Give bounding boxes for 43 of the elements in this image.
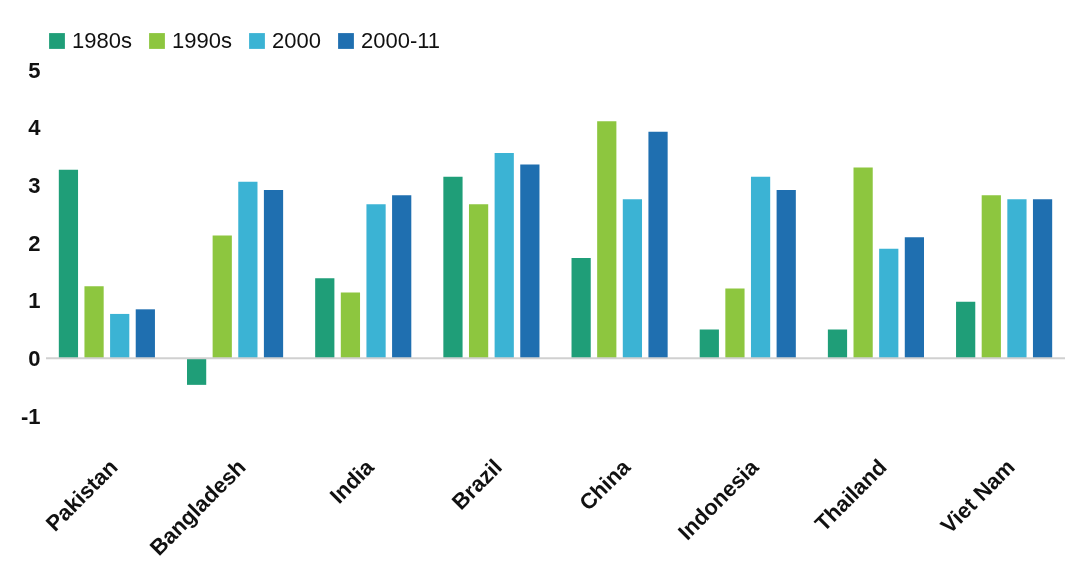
bar [879,248,899,359]
bar [981,195,1001,359]
legend-label: 1980s [72,28,132,53]
bar [366,204,386,359]
bar [750,176,771,359]
bar [186,358,207,385]
bar [648,131,668,359]
legend-label: 1990s [172,28,232,53]
bar [571,257,591,359]
legend-label: 2000 [272,28,321,53]
bar [238,181,258,359]
y-tick-label: 2 [28,230,41,256]
bar [392,195,412,359]
bar [110,313,130,359]
bar [827,329,848,359]
bar [956,301,976,359]
y-tick-label: 4 [28,115,42,141]
bar [520,164,540,359]
bar [725,288,745,359]
bar [853,167,873,359]
y-tick-label: 0 [28,345,41,371]
y-tick-label: 5 [28,57,41,83]
bar [494,153,514,359]
bar [776,189,796,359]
bar [84,286,104,359]
y-tick-label: 3 [28,172,41,198]
bar [699,329,719,359]
bar [315,278,335,359]
legend-label: 2000-11 [361,28,441,53]
bar [58,169,79,359]
bar [443,176,463,359]
bar [135,309,155,359]
bar [468,204,489,359]
bar [622,199,643,359]
bar [1032,199,1053,359]
bar [597,121,617,359]
bar [904,237,925,359]
y-tick-label: 1 [28,288,41,314]
bar [263,189,284,359]
bar [1007,199,1027,359]
bar [212,235,232,359]
y-tick-label: -1 [20,403,41,429]
bar [340,292,361,359]
